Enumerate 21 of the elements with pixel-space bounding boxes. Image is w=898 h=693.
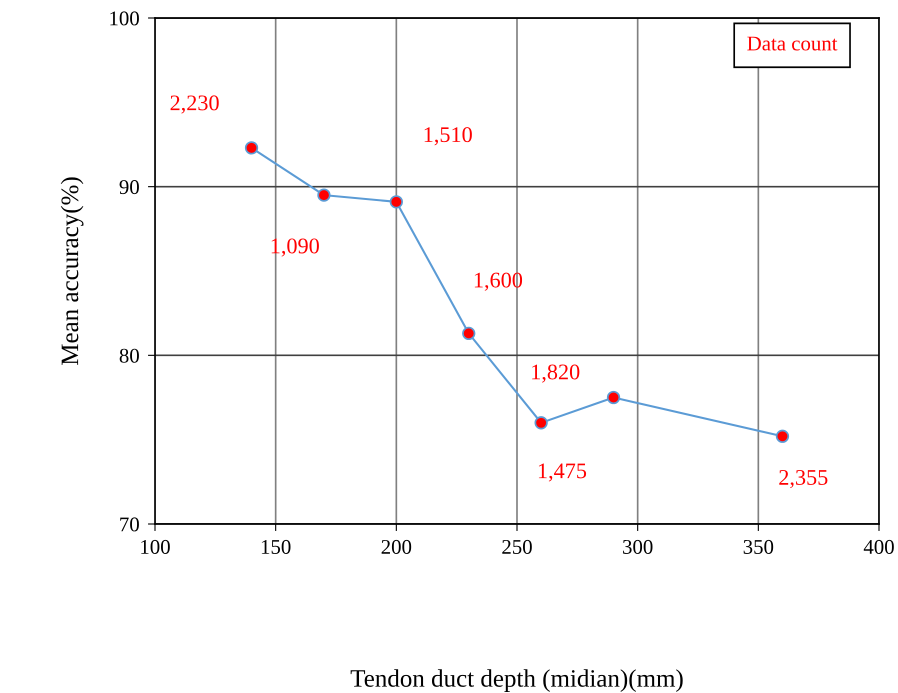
x-axis-title: Tendon duct depth (midian)(mm): [350, 669, 683, 692]
x-tick-label: 100: [141, 540, 170, 554]
annotation: 1,820: [532, 364, 580, 383]
y-axis-title: Mean accuracy(%): [60, 177, 84, 366]
x-tick-label: 250: [502, 540, 532, 554]
annotation: 1,090: [272, 238, 319, 257]
x-tick-label: 200: [382, 540, 412, 554]
x-tick-label: 150: [262, 540, 290, 554]
annotation: Data count: [747, 36, 838, 51]
annotation: 1,600: [474, 272, 522, 291]
y-tick-label: 100: [110, 11, 139, 26]
annotation: 2,355: [779, 470, 828, 488]
x-tick-label: 400: [864, 540, 894, 554]
y-tick-label: 80: [120, 348, 139, 363]
y-tick-label: 90: [120, 180, 139, 194]
x-tick-label: 350: [744, 540, 774, 554]
x-tick-label: 300: [623, 540, 652, 554]
annotation: 2,230: [170, 95, 219, 114]
y-tick-label: 70: [120, 517, 139, 532]
annotation: 1,475: [538, 463, 586, 482]
annotation: 1,510: [424, 127, 472, 146]
